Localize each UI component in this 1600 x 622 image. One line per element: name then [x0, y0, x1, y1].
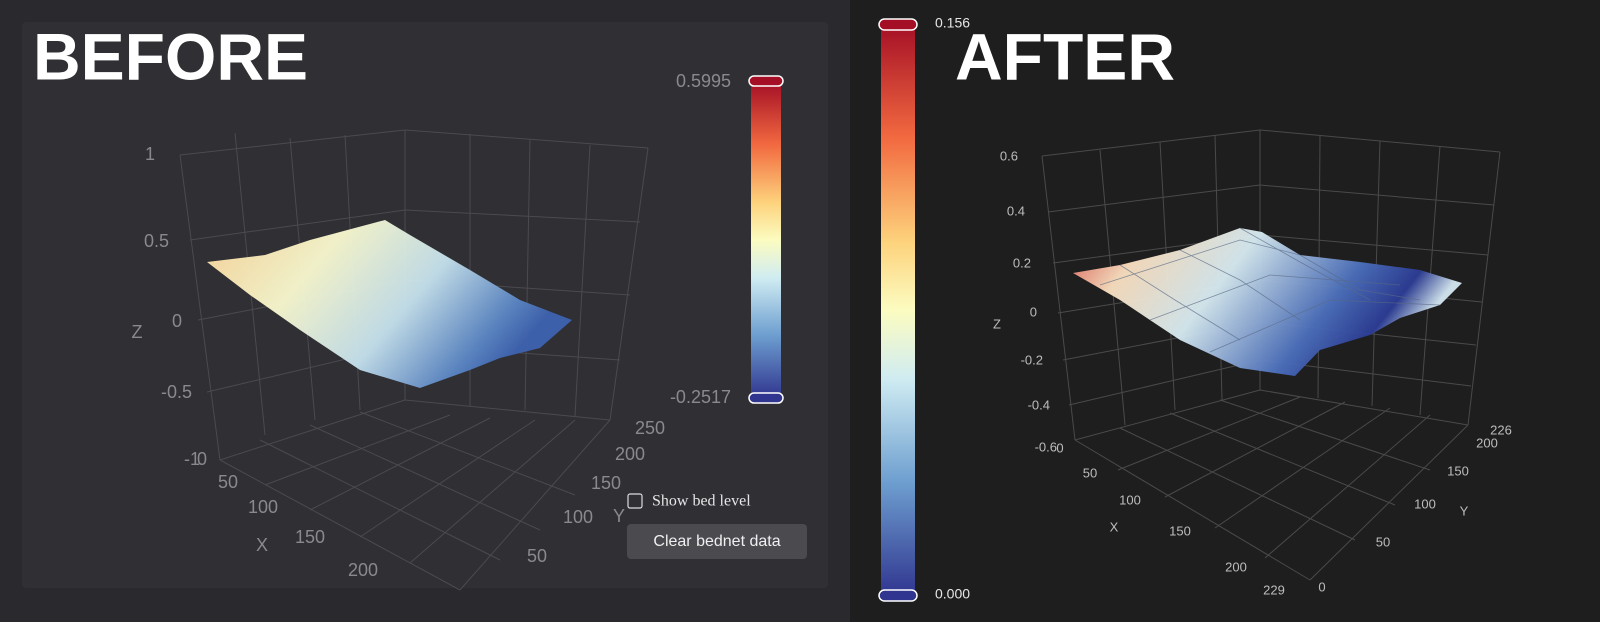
y-tick-label: 150	[591, 473, 621, 493]
x-tick-label: 200	[1225, 559, 1247, 574]
z-axis-title: Z	[993, 316, 1001, 331]
before-heading: BEFORE	[33, 19, 308, 93]
y-tick-label: 50	[1376, 534, 1390, 549]
colorbar-handle[interactable]	[748, 75, 784, 87]
z-tick-label: -0.6	[1035, 439, 1057, 454]
x-axis-title: X	[256, 535, 268, 555]
after-colorbar	[881, 24, 915, 596]
checkbox-label: Show bed level	[652, 493, 751, 510]
x-tick-label: 200	[348, 560, 378, 580]
before-colorbar	[751, 82, 781, 398]
clear-button[interactable]	[627, 524, 807, 559]
y-tick-label: 50	[527, 546, 547, 566]
x-tick-label: 0	[197, 449, 207, 469]
z-tick-label: -1	[184, 449, 200, 469]
after-surface	[1073, 228, 1462, 376]
y-tick-label: 250	[635, 418, 665, 438]
z-tick-label: 0.6	[1000, 148, 1018, 163]
z-tick-label: 0.2	[1013, 255, 1031, 270]
z-tick-label: 1	[145, 144, 155, 164]
before-surface	[207, 220, 572, 388]
y-tick-label: 150	[1447, 463, 1469, 478]
x-tick-label: 100	[1119, 492, 1141, 507]
z-axis-title: Z	[132, 322, 143, 342]
x-tick-label: 0	[1056, 440, 1063, 455]
y-tick-label: 200	[615, 444, 645, 464]
y-axis-title: Y	[613, 506, 625, 526]
y-tick-label: 0	[1318, 579, 1325, 594]
z-tick-label: -0.4	[1028, 397, 1050, 412]
colorbar-handle[interactable]	[748, 392, 784, 404]
checkbox[interactable]	[627, 493, 643, 509]
x-tick-label: 50	[218, 472, 238, 492]
before-grid	[179, 129, 649, 591]
z-tick-label: -0.2	[1021, 352, 1043, 367]
x-tick-label: 229	[1263, 582, 1285, 597]
z-tick-label: 0	[1030, 304, 1037, 319]
z-tick-label: 0.4	[1007, 203, 1025, 218]
colorbar-min-label: 0.000	[935, 586, 970, 602]
y-tick-label: 100	[1414, 496, 1436, 511]
after-surface-mesh	[1099, 227, 1441, 353]
after-heading: AFTER	[955, 19, 1175, 93]
x-tick-label: 150	[295, 527, 325, 547]
y-axis-title: Y	[1460, 503, 1469, 518]
x-axis-title: X	[1110, 519, 1119, 534]
z-tick-label: -0.5	[161, 382, 192, 402]
y-tick-label: 100	[563, 507, 593, 527]
colorbar-min-label: -0.2517	[670, 387, 731, 407]
x-tick-label: 50	[1083, 465, 1097, 480]
colorbar-max-label: 0.5995	[676, 71, 731, 91]
y-tick-label: 200	[1476, 435, 1498, 450]
colorbar-max-label: 0.156	[935, 15, 970, 31]
colorbar-handle[interactable]	[878, 589, 918, 602]
x-tick-label: 150	[1169, 523, 1191, 538]
z-tick-label: 0.5	[144, 231, 169, 251]
x-tick-label: 100	[248, 497, 278, 517]
z-tick-label: 0	[172, 311, 182, 331]
button-label: Clear bednet data	[653, 533, 780, 550]
y-tick-label: 226	[1490, 422, 1512, 437]
colorbar-handle[interactable]	[878, 18, 918, 31]
